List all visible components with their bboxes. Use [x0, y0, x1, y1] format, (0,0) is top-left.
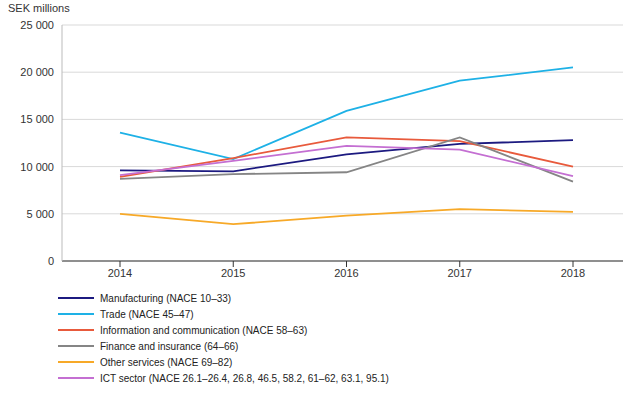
svg-text:0: 0	[48, 255, 54, 267]
html-text:Manufacturing (NACE 10–33): Manufacturing (NACE 10–33)	[100, 292, 232, 304]
svg-text:2017: 2017	[448, 267, 472, 279]
html-text:Other services (NACE 69–82): Other services (NACE 69–82)	[100, 356, 233, 368]
svg-text:20 000: 20 000	[20, 66, 54, 78]
svg-text:2018: 2018	[561, 267, 585, 279]
html-text:ICT sector (NACE 26.1–26.4, 26: ICT sector (NACE 26.1–26.4, 26.8, 46.5, …	[100, 372, 389, 384]
svg-text:2016: 2016	[334, 267, 358, 279]
html-text:Trade (NACE 45–47): Trade (NACE 45–47)	[100, 308, 194, 320]
html-text:SEK millions: SEK millions	[8, 2, 70, 14]
svg-text:5 000: 5 000	[26, 208, 54, 220]
svg-text:2015: 2015	[221, 267, 245, 279]
html-text:Finance and insurance (64–66): Finance and insurance (64–66)	[100, 340, 239, 352]
html-text:Information and communication: Information and communication (NACE 58–6…	[100, 324, 308, 336]
svg-text:15 000: 15 000	[20, 113, 54, 125]
svg-text:25 000: 25 000	[20, 19, 54, 31]
svg-text:10 000: 10 000	[20, 161, 54, 173]
svg-text:2014: 2014	[108, 267, 132, 279]
